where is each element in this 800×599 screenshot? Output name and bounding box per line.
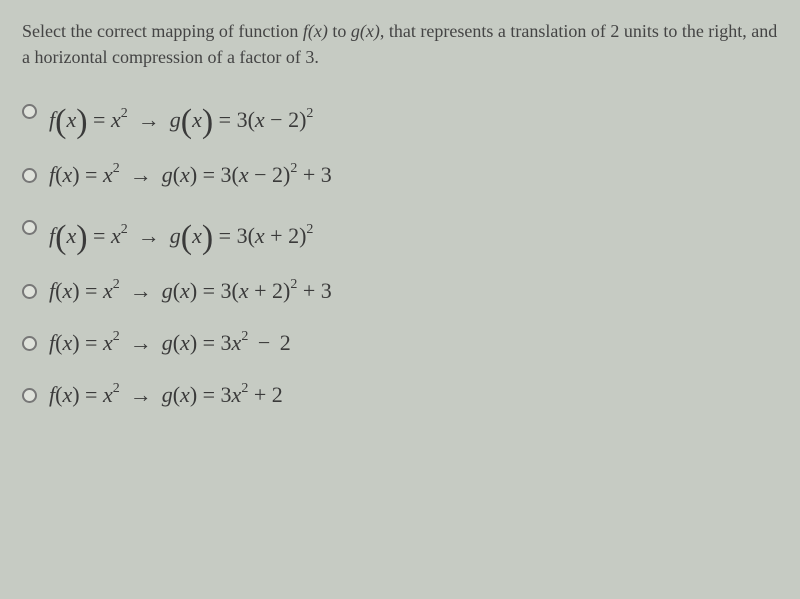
radio-icon[interactable] bbox=[22, 168, 37, 183]
option-1[interactable]: f(x) = x2→g(x) = 3(x − 2)2 bbox=[22, 98, 778, 136]
radio-icon[interactable] bbox=[22, 220, 37, 235]
option-expression: f(x) = x2→g(x) = 3x2 − 2 bbox=[49, 330, 291, 356]
radio-icon[interactable] bbox=[22, 388, 37, 403]
option-2[interactable]: f(x) = x2→g(x) = 3(x − 2)2 + 3 bbox=[22, 162, 778, 188]
option-expression: f(x) = x2→g(x) = 3(x + 2)2 bbox=[49, 214, 313, 252]
option-4[interactable]: f(x) = x2→g(x) = 3(x + 2)2 + 3 bbox=[22, 278, 778, 304]
radio-icon[interactable] bbox=[22, 284, 37, 299]
option-3[interactable]: f(x) = x2→g(x) = 3(x + 2)2 bbox=[22, 214, 778, 252]
option-expression: f(x) = x2→g(x) = 3(x − 2)2 bbox=[49, 98, 313, 136]
q-mid: to bbox=[328, 21, 351, 41]
options-list: f(x) = x2→g(x) = 3(x − 2)2 f(x) = x2→g(x)… bbox=[22, 98, 778, 408]
radio-icon[interactable] bbox=[22, 336, 37, 351]
question-stem: Select the correct mapping of function f… bbox=[22, 18, 778, 70]
option-expression: f(x) = x2→g(x) = 3(x − 2)2 + 3 bbox=[49, 162, 332, 188]
option-expression: f(x) = x2→g(x) = 3x2 + 2 bbox=[49, 382, 283, 408]
option-6[interactable]: f(x) = x2→g(x) = 3x2 + 2 bbox=[22, 382, 778, 408]
option-5[interactable]: f(x) = x2→g(x) = 3x2 − 2 bbox=[22, 330, 778, 356]
q-gx: g(x) bbox=[351, 21, 380, 41]
q-fx: f(x) bbox=[303, 21, 328, 41]
q-part1: Select the correct mapping of function bbox=[22, 21, 303, 41]
radio-icon[interactable] bbox=[22, 104, 37, 119]
option-expression: f(x) = x2→g(x) = 3(x + 2)2 + 3 bbox=[49, 278, 332, 304]
